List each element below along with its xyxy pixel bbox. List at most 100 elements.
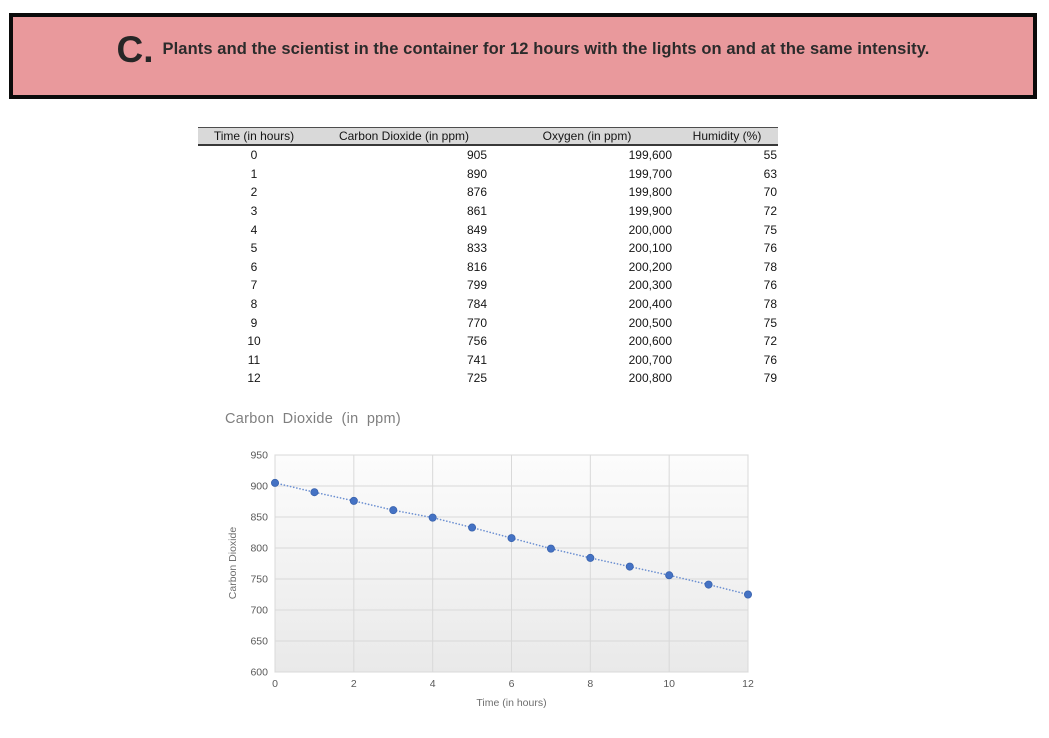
table-cell: 76 xyxy=(763,352,777,367)
x-tick-label: 0 xyxy=(272,678,278,690)
table-cell: 200,800 xyxy=(628,371,672,386)
table-cell: 200,200 xyxy=(628,259,672,274)
table-cell: 79 xyxy=(763,371,777,386)
table-cell: 7 xyxy=(250,278,258,293)
table-row: 11 741 200,700 76 xyxy=(198,351,778,370)
table-cell: 199,700 xyxy=(628,166,672,181)
table-cell: 70 xyxy=(763,185,777,200)
table-cell: 4 xyxy=(250,222,258,237)
x-tick-label: 12 xyxy=(742,678,754,690)
table-row: 10 756 200,600 72 xyxy=(198,332,778,351)
table-cell: 849 xyxy=(466,222,487,237)
x-tick-label: 4 xyxy=(430,678,436,690)
table-row: 5 833 200,100 76 xyxy=(198,239,778,258)
table-cell: 76 xyxy=(763,241,777,256)
data-point xyxy=(546,544,555,553)
y-tick-label: 950 xyxy=(250,450,268,462)
y-tick-label: 800 xyxy=(250,543,268,555)
co2-chart: Carbon Dioxide (in ppm) 600 650 700 750 800 8… xyxy=(225,405,785,735)
data-point xyxy=(310,488,319,497)
table-row: 6 816 200,200 78 xyxy=(198,258,778,277)
y-tick-label: 600 xyxy=(250,667,268,679)
data-point xyxy=(586,553,595,562)
table-cell: 11 xyxy=(247,352,261,367)
table-row: 1 890 199,700 63 xyxy=(198,165,778,184)
table-cell: 76 xyxy=(763,278,777,293)
table-row: 0 905 199,600 55 xyxy=(198,145,778,165)
table-row: 4 849 200,000 75 xyxy=(198,220,778,239)
data-point xyxy=(704,580,713,589)
table-cell: 6 xyxy=(250,259,258,274)
table-cell: 12 xyxy=(247,371,261,386)
table-cell: 200,500 xyxy=(628,315,672,330)
table-cell: 199,600 xyxy=(628,148,672,163)
data-point xyxy=(271,478,280,487)
data-point xyxy=(349,496,358,505)
banner-letter: C. xyxy=(116,28,154,70)
table-cell: 890 xyxy=(466,166,487,181)
plot-area: 600 650 700 750 800 850 900 950 0 2 4 6 8 10 12 xyxy=(250,450,754,691)
table-cell: 861 xyxy=(466,204,487,219)
table-cell: 78 xyxy=(763,297,777,312)
table-cell: 816 xyxy=(466,259,487,274)
table-cell: 72 xyxy=(763,334,777,349)
x-tick-label: 6 xyxy=(509,678,515,690)
column-header: Humidity (%) xyxy=(676,127,778,146)
table-cell: 905 xyxy=(466,148,487,163)
table-cell: 55 xyxy=(763,148,777,163)
table-cell: 200,100 xyxy=(628,241,672,256)
table-head: Time (in hours) Carbon Dioxide (in ppm) Ox… xyxy=(198,127,778,146)
table-body: 0 905 199,600 55 1 890 199,700 63 2 876 199,800 70 3… xyxy=(198,145,778,388)
table-cell: 200,400 xyxy=(628,297,672,312)
table-cell: 799 xyxy=(466,278,487,293)
table-cell: 200,000 xyxy=(628,222,672,237)
table-cell: 10 xyxy=(247,334,261,349)
table-cell: 876 xyxy=(466,185,487,200)
table-cell: 200,600 xyxy=(628,334,672,349)
y-tick-label: 700 xyxy=(250,605,268,617)
table-cell: 78 xyxy=(763,259,777,274)
y-tick-label: 850 xyxy=(250,512,268,524)
table-cell: 0 xyxy=(250,148,258,163)
table-cell: 75 xyxy=(763,315,777,330)
table-row: 9 770 200,500 75 xyxy=(198,313,778,332)
table-cell: 784 xyxy=(466,297,487,312)
banner-text: Plants and the scientist in the containe… xyxy=(162,39,930,58)
table-cell: 72 xyxy=(763,204,777,219)
table-row: 12 725 200,800 79 xyxy=(198,369,778,388)
prompt-banner: C. Plants and the scientist in the conta… xyxy=(9,13,1037,99)
table-cell: 770 xyxy=(466,315,487,330)
table-cell: 199,900 xyxy=(628,204,672,219)
data-point xyxy=(428,513,437,522)
table-row: 3 861 199,900 72 xyxy=(198,202,778,221)
data-point xyxy=(507,534,516,543)
table-cell: 199,800 xyxy=(628,185,672,200)
table-cell: 5 xyxy=(250,241,258,256)
table-cell: 200,300 xyxy=(628,278,672,293)
x-tick-label: 8 xyxy=(587,678,593,690)
measurements-table: Time (in hours) Carbon Dioxide (in ppm) Ox… xyxy=(198,127,778,388)
y-axis-title: Carbon Dioxide xyxy=(227,526,239,600)
data-point xyxy=(625,562,634,571)
y-tick-label: 650 xyxy=(250,636,268,648)
y-tick-label: 900 xyxy=(250,481,268,493)
x-tick-label: 2 xyxy=(351,678,357,690)
table-cell: 63 xyxy=(763,166,777,181)
table-cell: 3 xyxy=(250,204,258,219)
table-cell: 8 xyxy=(250,297,258,312)
x-axis-title: Time (in hours) xyxy=(476,697,547,709)
chart-title: Carbon Dioxide (in ppm) xyxy=(225,411,402,427)
table-cell: 200,700 xyxy=(628,352,672,367)
y-tick-label: 750 xyxy=(250,574,268,586)
column-header: Time (in hours) xyxy=(198,127,310,146)
table-cell: 75 xyxy=(763,222,777,237)
table-cell: 756 xyxy=(466,334,487,349)
data-point xyxy=(468,523,477,532)
table-cell: 1 xyxy=(250,166,258,181)
column-header: Oxygen (in ppm) xyxy=(498,127,676,146)
column-header: Carbon Dioxide (in ppm) xyxy=(310,127,498,146)
table-cell: 741 xyxy=(466,352,487,367)
table-row: 8 784 200,400 78 xyxy=(198,295,778,314)
data-point xyxy=(744,590,753,599)
table-row: 2 876 199,800 70 xyxy=(198,183,778,202)
